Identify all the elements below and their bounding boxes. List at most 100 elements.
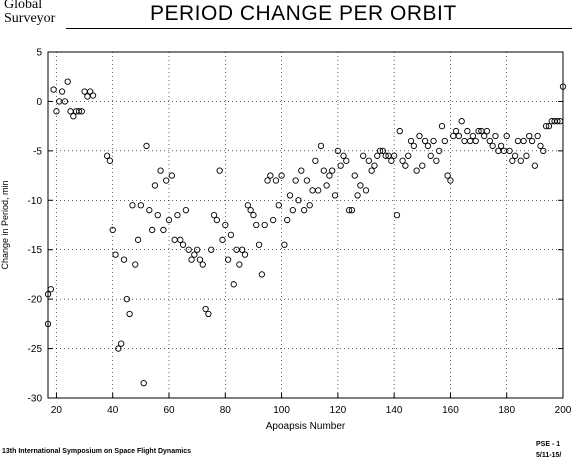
data-point bbox=[165, 216, 173, 224]
data-point bbox=[227, 231, 235, 239]
grid-lines bbox=[48, 52, 563, 398]
data-point bbox=[255, 241, 263, 248]
data-point bbox=[309, 187, 316, 194]
footer-symposium: 13th International Symposium on Space Fl… bbox=[2, 448, 192, 455]
data-point bbox=[275, 202, 282, 209]
data-point bbox=[360, 152, 367, 159]
data-point bbox=[514, 137, 522, 145]
data-point bbox=[284, 216, 291, 224]
data-point bbox=[472, 137, 479, 145]
data-point bbox=[213, 216, 221, 224]
data-point bbox=[168, 172, 175, 179]
logo-line-2: Surveyor bbox=[4, 11, 56, 26]
data-point bbox=[334, 147, 342, 155]
data-point bbox=[106, 157, 114, 164]
data-point bbox=[343, 157, 350, 164]
data-point bbox=[557, 118, 564, 125]
data-point bbox=[53, 108, 60, 115]
data-point bbox=[362, 187, 370, 194]
data-point bbox=[365, 157, 372, 164]
data-point bbox=[44, 320, 52, 328]
data-point bbox=[441, 137, 448, 145]
data-point bbox=[118, 340, 125, 347]
data-point bbox=[188, 256, 195, 263]
data-point bbox=[236, 261, 243, 268]
y-tick-label: -10 bbox=[28, 196, 43, 207]
data-point bbox=[103, 152, 111, 159]
data-point bbox=[199, 261, 206, 268]
data-point bbox=[250, 211, 257, 219]
data-point bbox=[281, 241, 288, 248]
data-point bbox=[466, 137, 474, 145]
data-point bbox=[523, 152, 530, 159]
data-point bbox=[452, 127, 460, 135]
data-point bbox=[208, 246, 215, 253]
data-point bbox=[340, 152, 347, 159]
data-point bbox=[194, 246, 201, 253]
data-point bbox=[191, 251, 198, 258]
x-tick-label: 100 bbox=[273, 405, 290, 416]
data-point bbox=[47, 286, 54, 293]
data-point bbox=[264, 177, 271, 184]
data-point bbox=[517, 157, 524, 164]
data-point bbox=[371, 162, 378, 169]
data-point bbox=[278, 172, 285, 179]
y-tick-label: -5 bbox=[33, 146, 42, 157]
data-point bbox=[56, 98, 63, 105]
data-point bbox=[542, 122, 550, 130]
data-point bbox=[433, 157, 440, 164]
data-point bbox=[160, 226, 167, 234]
x-tick-label: 40 bbox=[107, 405, 119, 416]
x-axis-label: Apoapsis Number bbox=[266, 421, 346, 432]
data-point bbox=[120, 256, 128, 263]
x-tick-label: 60 bbox=[163, 405, 175, 416]
data-point bbox=[427, 152, 434, 159]
data-point bbox=[312, 157, 319, 164]
data-point bbox=[421, 137, 429, 145]
y-tick-label: -20 bbox=[28, 295, 43, 306]
data-point bbox=[300, 207, 308, 214]
data-point bbox=[61, 98, 69, 105]
data-point bbox=[345, 207, 353, 214]
data-point bbox=[148, 226, 156, 234]
x-tick-label: 140 bbox=[386, 405, 403, 416]
x-tick-label: 200 bbox=[555, 405, 572, 416]
data-point bbox=[540, 147, 547, 155]
data-point bbox=[545, 122, 553, 130]
y-tick-label: 0 bbox=[36, 97, 42, 108]
data-point bbox=[219, 236, 226, 243]
x-tick-label: 160 bbox=[442, 405, 459, 416]
data-point bbox=[402, 162, 409, 169]
data-point bbox=[497, 142, 505, 150]
x-tick-label: 120 bbox=[330, 405, 347, 416]
data-point bbox=[534, 132, 541, 140]
data-point bbox=[396, 127, 403, 135]
data-point bbox=[64, 78, 71, 85]
data-point bbox=[67, 108, 74, 115]
footer-date: 5/11-15/ bbox=[536, 452, 562, 459]
data-point bbox=[399, 157, 406, 164]
y-tick-label: -30 bbox=[28, 394, 43, 405]
data-point bbox=[444, 172, 451, 179]
data-point bbox=[89, 92, 97, 99]
data-point bbox=[436, 147, 443, 155]
data-point bbox=[416, 132, 423, 140]
data-point bbox=[177, 236, 184, 243]
data-point bbox=[174, 211, 181, 219]
data-point bbox=[185, 246, 192, 253]
data-point bbox=[393, 211, 401, 219]
data-point bbox=[323, 182, 330, 189]
data-point bbox=[224, 256, 232, 263]
data-point bbox=[163, 177, 170, 184]
data-point bbox=[123, 295, 130, 303]
data-point bbox=[44, 291, 52, 298]
data-point bbox=[447, 177, 454, 184]
data-point bbox=[253, 221, 260, 229]
data-point bbox=[216, 167, 223, 174]
data-point bbox=[134, 236, 142, 243]
data-point bbox=[239, 246, 246, 253]
data-point bbox=[464, 127, 471, 135]
logo-line-1: Global bbox=[4, 0, 43, 12]
data-point bbox=[388, 157, 395, 164]
data-point bbox=[374, 152, 381, 159]
